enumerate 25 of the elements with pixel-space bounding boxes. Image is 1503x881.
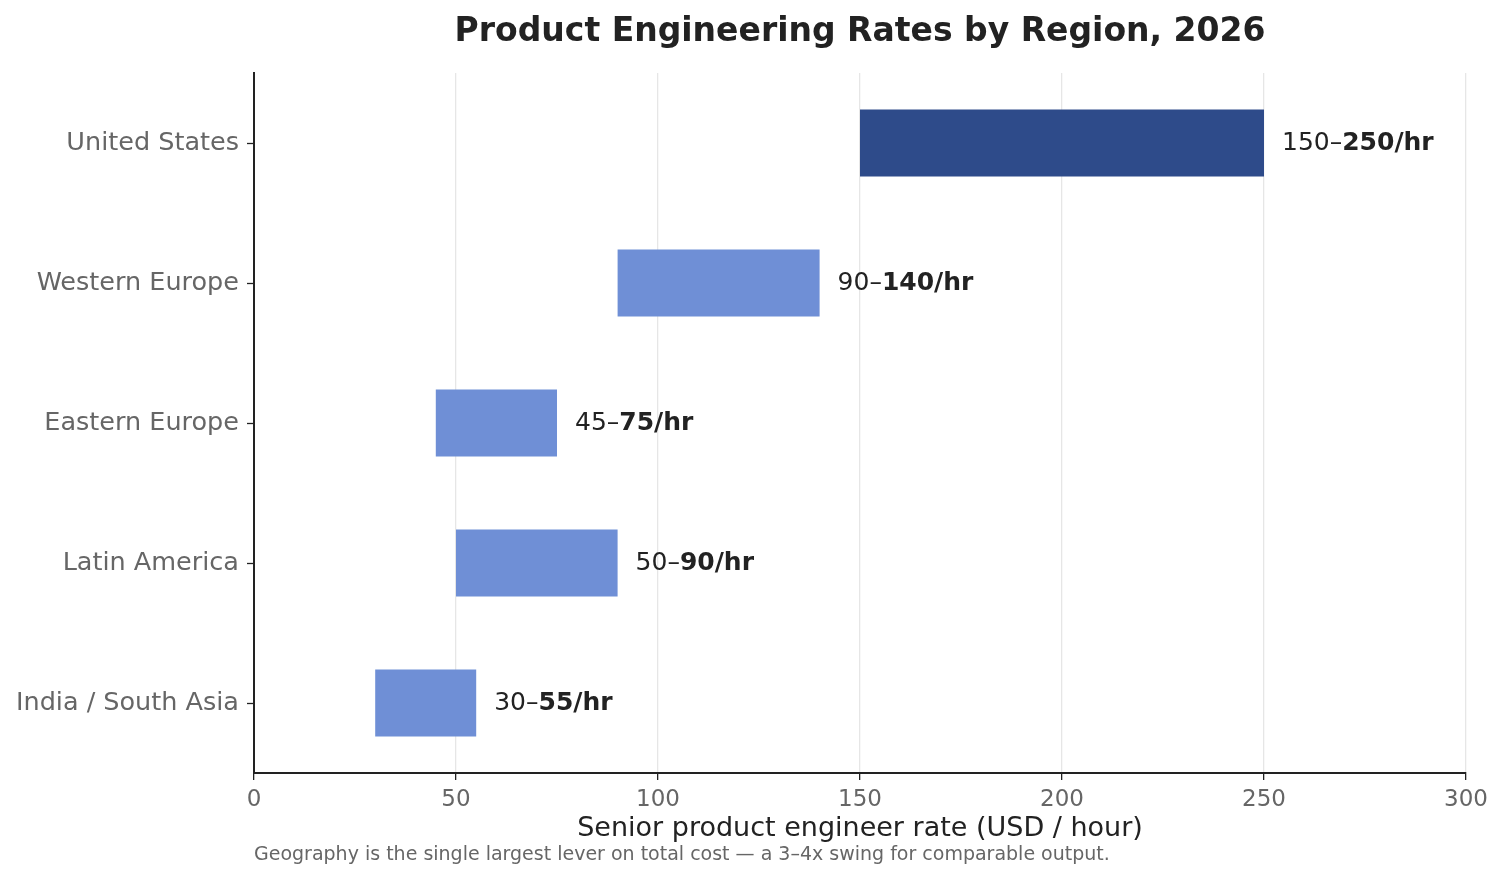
data-label: 30–55/hr xyxy=(494,686,614,716)
x-axis-title: Senior product engineer rate (USD / hour) xyxy=(577,811,1143,843)
y-tick-label: Western Europe xyxy=(36,265,239,296)
bar xyxy=(375,669,477,737)
x-tick-label: 150 xyxy=(838,784,882,811)
x-tick-label: 200 xyxy=(1040,784,1084,811)
data-label: 150–250/hr xyxy=(1282,126,1435,156)
y-tick-label: United States xyxy=(66,125,239,156)
data-label: 90–140/hr xyxy=(837,266,975,296)
x-tick-label: 50 xyxy=(441,784,471,811)
x-tick-label: 100 xyxy=(636,784,680,811)
y-tick-label: India / South Asia xyxy=(15,685,239,716)
y-tick-label: Latin America xyxy=(62,545,239,576)
y-tick-label: Eastern Europe xyxy=(44,405,239,436)
bar xyxy=(617,249,820,317)
data-label: 50–90/hr xyxy=(635,546,755,576)
chart-title: Product Engineering Rates by Region, 2026 xyxy=(454,9,1266,49)
bar xyxy=(860,109,1264,177)
bar xyxy=(435,389,557,457)
x-tick-label: 300 xyxy=(1444,784,1488,811)
x-tick-label: 0 xyxy=(246,784,262,811)
x-tick-label: 250 xyxy=(1242,784,1286,811)
data-label: 45–75/hr xyxy=(575,406,695,436)
text: Geography is the single largest lever on total cost — a 3–4x swing for comparable output. xyxy=(254,841,1110,864)
bar xyxy=(456,529,618,597)
